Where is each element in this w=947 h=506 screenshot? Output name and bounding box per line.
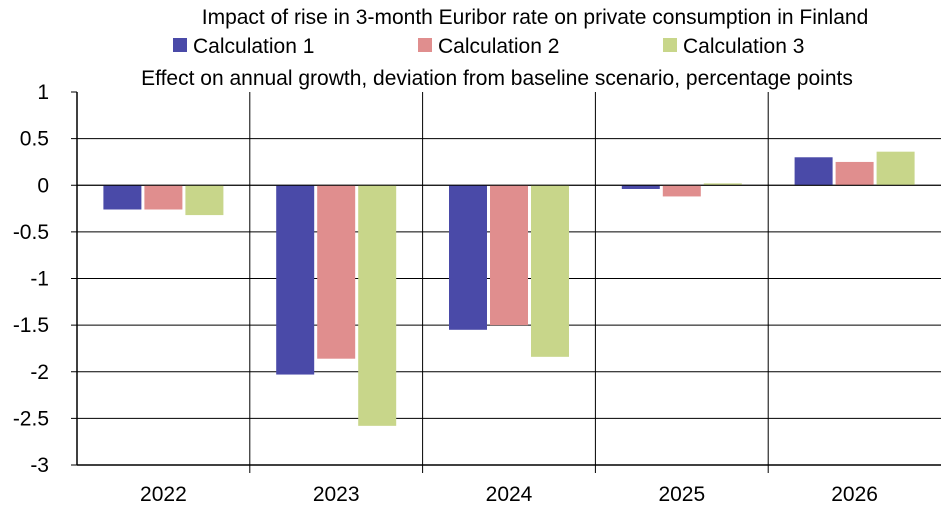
y-tick-label: -2 [30,361,49,384]
legend-label: Calculation 1 [193,35,314,58]
x-tick-label: 2024 [486,483,533,506]
legend-label: Calculation 2 [438,35,559,58]
bar-calculation-2-2026 [835,161,874,186]
axes [76,92,941,466]
legend-label: Calculation 3 [683,35,804,58]
legend-swatch [663,38,677,52]
bar-calculation-2-2024 [490,185,528,326]
legend-item: Calculation 3 [663,35,804,58]
chart-title: Impact of rise in 3-month Euribor rate o… [202,6,869,29]
y-tick-label: -3 [30,454,49,477]
bar-calculation-2-2022 [144,185,183,210]
y-tick-label: 0.5 [20,128,49,151]
bar-calculation-3-2025 [703,183,742,186]
y-tick-label: 0 [37,174,49,197]
x-tick-label: 2023 [313,483,360,506]
x-tick-labels: 2022 2023 2024 2025 2026 [140,483,878,506]
bar-calculation-3-2026 [876,151,915,186]
bar-calculation-1-2022 [103,185,142,210]
legend-item: Calculation 2 [418,35,559,58]
bar-calculation-3-2022 [185,185,224,216]
bar-calculation-2-2023 [317,185,356,359]
bar-calculation-1-2026 [794,157,833,186]
bars [103,151,915,426]
legend-item: Calculation 1 [173,35,314,58]
bar-calculation-2-2025 [662,185,701,197]
legend-swatch [173,38,187,52]
y-tick-label: -2.5 [13,407,49,430]
legend: Calculation 1 Calculation 2 Calculation 3 [173,35,804,58]
x-tick-label: 2022 [140,483,187,506]
y-tick-label: -0.5 [13,221,49,244]
x-tick-label: 2026 [831,483,878,506]
bar-calculation-1-2024 [449,185,487,330]
bar-calculation-1-2025 [621,185,660,189]
legend-swatch [418,38,432,52]
y-tick-label: -1 [30,268,49,291]
bar-calculation-3-2024 [531,185,569,357]
y-tick-label: 1 [37,81,49,104]
chart-subtitle: Effect on annual growth, deviation from … [141,67,853,90]
x-tick-label: 2025 [658,483,705,506]
y-tick-labels: 1 0.5 0 -0.5 -1 -1.5 -2 -2.5 -3 [13,81,49,477]
y-tick-label: -1.5 [13,314,49,337]
bar-calculation-3-2023 [358,185,397,426]
bar-calculation-1-2023 [276,185,315,375]
